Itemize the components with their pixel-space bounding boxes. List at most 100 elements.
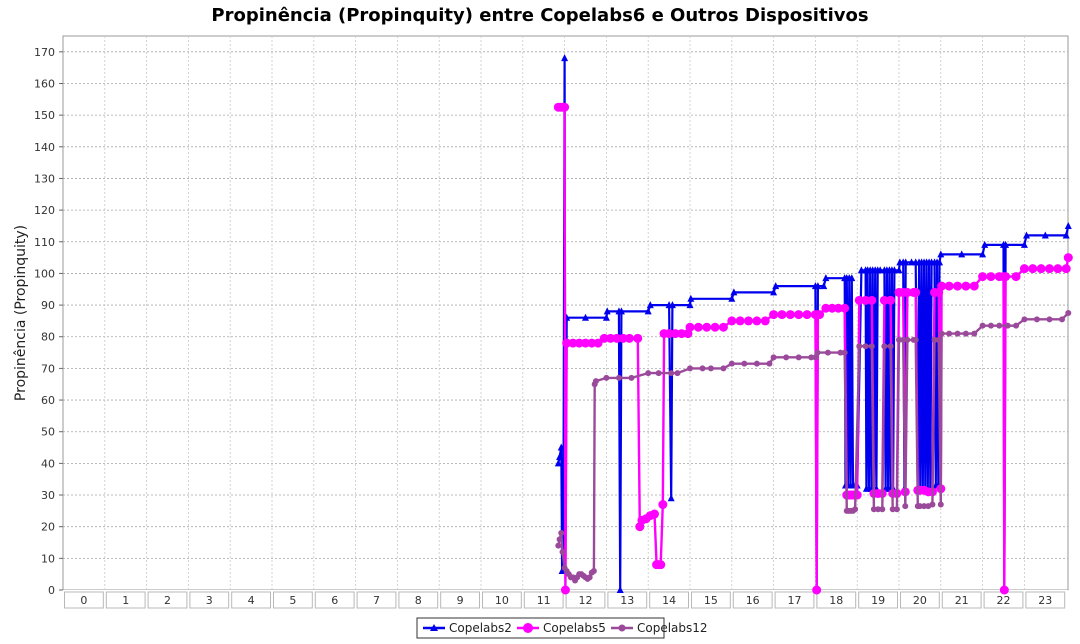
data-point bbox=[687, 365, 693, 372]
y-tick-label: 100 bbox=[34, 267, 55, 280]
data-point bbox=[852, 490, 862, 500]
x-category-box bbox=[356, 591, 397, 609]
data-point bbox=[808, 354, 815, 361]
x-tick-label: 6 bbox=[331, 594, 338, 607]
data-point bbox=[699, 365, 706, 372]
data-point bbox=[996, 322, 1003, 329]
data-point bbox=[814, 349, 821, 356]
data-point bbox=[1013, 322, 1020, 329]
x-tick-label: 19 bbox=[871, 594, 885, 607]
data-point bbox=[582, 313, 589, 321]
x-tick-label: 5 bbox=[289, 594, 296, 607]
x-tick-label: 13 bbox=[620, 594, 634, 607]
x-tick-label: 11 bbox=[537, 594, 551, 607]
y-tick-label: 110 bbox=[34, 236, 55, 249]
x-axis-ticks: 0 1 2 3 4 5 6 7 8 9 10 11 12 13 14 15 16 17 18 19 20 21 22 23 bbox=[63, 590, 1068, 610]
data-point bbox=[772, 282, 780, 290]
data-point bbox=[602, 313, 610, 321]
data-point bbox=[606, 333, 616, 343]
data-point bbox=[854, 295, 864, 305]
x-tick-label: 15 bbox=[704, 594, 718, 607]
x-category-box bbox=[900, 591, 940, 609]
data-point bbox=[615, 374, 622, 381]
data-point bbox=[861, 295, 871, 305]
data-point bbox=[656, 560, 666, 570]
data-point bbox=[822, 274, 830, 282]
x-tick-label: 14 bbox=[662, 594, 676, 607]
data-point bbox=[735, 316, 745, 326]
x-tick-label: 2 bbox=[164, 594, 171, 607]
legend-label: Copelabs2 bbox=[449, 621, 512, 635]
data-point bbox=[821, 303, 831, 313]
data-point bbox=[693, 322, 703, 332]
data-point bbox=[568, 338, 578, 348]
data-point bbox=[785, 310, 795, 320]
data-point bbox=[841, 349, 848, 356]
data-point bbox=[769, 310, 779, 320]
data-point bbox=[590, 568, 597, 575]
data-point bbox=[929, 501, 936, 508]
y-tick-label: 120 bbox=[34, 204, 55, 217]
data-point bbox=[628, 374, 635, 381]
x-tick-label: 1 bbox=[122, 594, 129, 607]
data-point bbox=[911, 287, 921, 297]
data-point bbox=[827, 303, 837, 313]
data-point bbox=[555, 542, 562, 549]
data-point bbox=[958, 250, 966, 258]
x-category-box bbox=[858, 591, 899, 609]
series-copelabs12 bbox=[555, 310, 1072, 584]
data-point bbox=[1053, 264, 1063, 274]
x-category-box bbox=[64, 591, 104, 609]
data-point bbox=[617, 307, 625, 315]
data-point bbox=[1020, 240, 1028, 248]
data-point bbox=[741, 360, 748, 367]
data-point bbox=[599, 333, 609, 343]
data-point bbox=[777, 310, 787, 320]
data-point bbox=[954, 330, 961, 337]
data-point bbox=[783, 354, 790, 361]
y-tick-label: 170 bbox=[34, 46, 55, 59]
x-category-box bbox=[273, 591, 313, 609]
y-tick-label: 20 bbox=[41, 521, 55, 534]
data-point bbox=[946, 330, 953, 337]
data-point bbox=[1062, 231, 1070, 239]
data-point bbox=[820, 282, 828, 290]
x-tick-label: 20 bbox=[913, 594, 927, 607]
x-category-box bbox=[105, 591, 146, 609]
data-point bbox=[812, 354, 819, 361]
data-point bbox=[728, 294, 736, 302]
data-point bbox=[999, 585, 1009, 595]
legend-item-copelabs5: Copelabs5 bbox=[517, 621, 606, 635]
x-category-box bbox=[816, 591, 857, 609]
data-point bbox=[658, 500, 668, 510]
x-category-box bbox=[523, 591, 564, 609]
data-point bbox=[685, 322, 695, 332]
legend-swatch-marker bbox=[618, 624, 626, 632]
y-axis-ticks: 0 10 20 30 40 50 60 70 80 90 100 110 120 130 140 150 160… bbox=[34, 46, 63, 597]
data-point bbox=[893, 506, 900, 513]
data-point bbox=[848, 274, 856, 282]
x-category-box bbox=[691, 591, 731, 609]
data-point bbox=[557, 443, 565, 451]
y-tick-label: 70 bbox=[41, 362, 55, 375]
x-tick-label: 4 bbox=[248, 594, 255, 607]
data-point bbox=[668, 370, 675, 377]
data-point bbox=[670, 329, 680, 339]
data-point bbox=[886, 295, 896, 305]
data-point bbox=[987, 322, 994, 329]
data-point bbox=[824, 349, 831, 356]
data-point bbox=[1033, 316, 1040, 323]
data-point bbox=[649, 509, 659, 519]
x-tick-label: 9 bbox=[457, 594, 464, 607]
data-point bbox=[887, 343, 894, 350]
data-point bbox=[1019, 264, 1029, 274]
data-point bbox=[890, 266, 898, 274]
data-point bbox=[1041, 231, 1049, 239]
legend-box bbox=[416, 617, 665, 639]
data-point bbox=[1001, 272, 1011, 282]
data-point bbox=[1036, 264, 1046, 274]
data-point bbox=[720, 365, 727, 372]
data-point bbox=[556, 453, 564, 461]
data-point bbox=[969, 281, 979, 291]
